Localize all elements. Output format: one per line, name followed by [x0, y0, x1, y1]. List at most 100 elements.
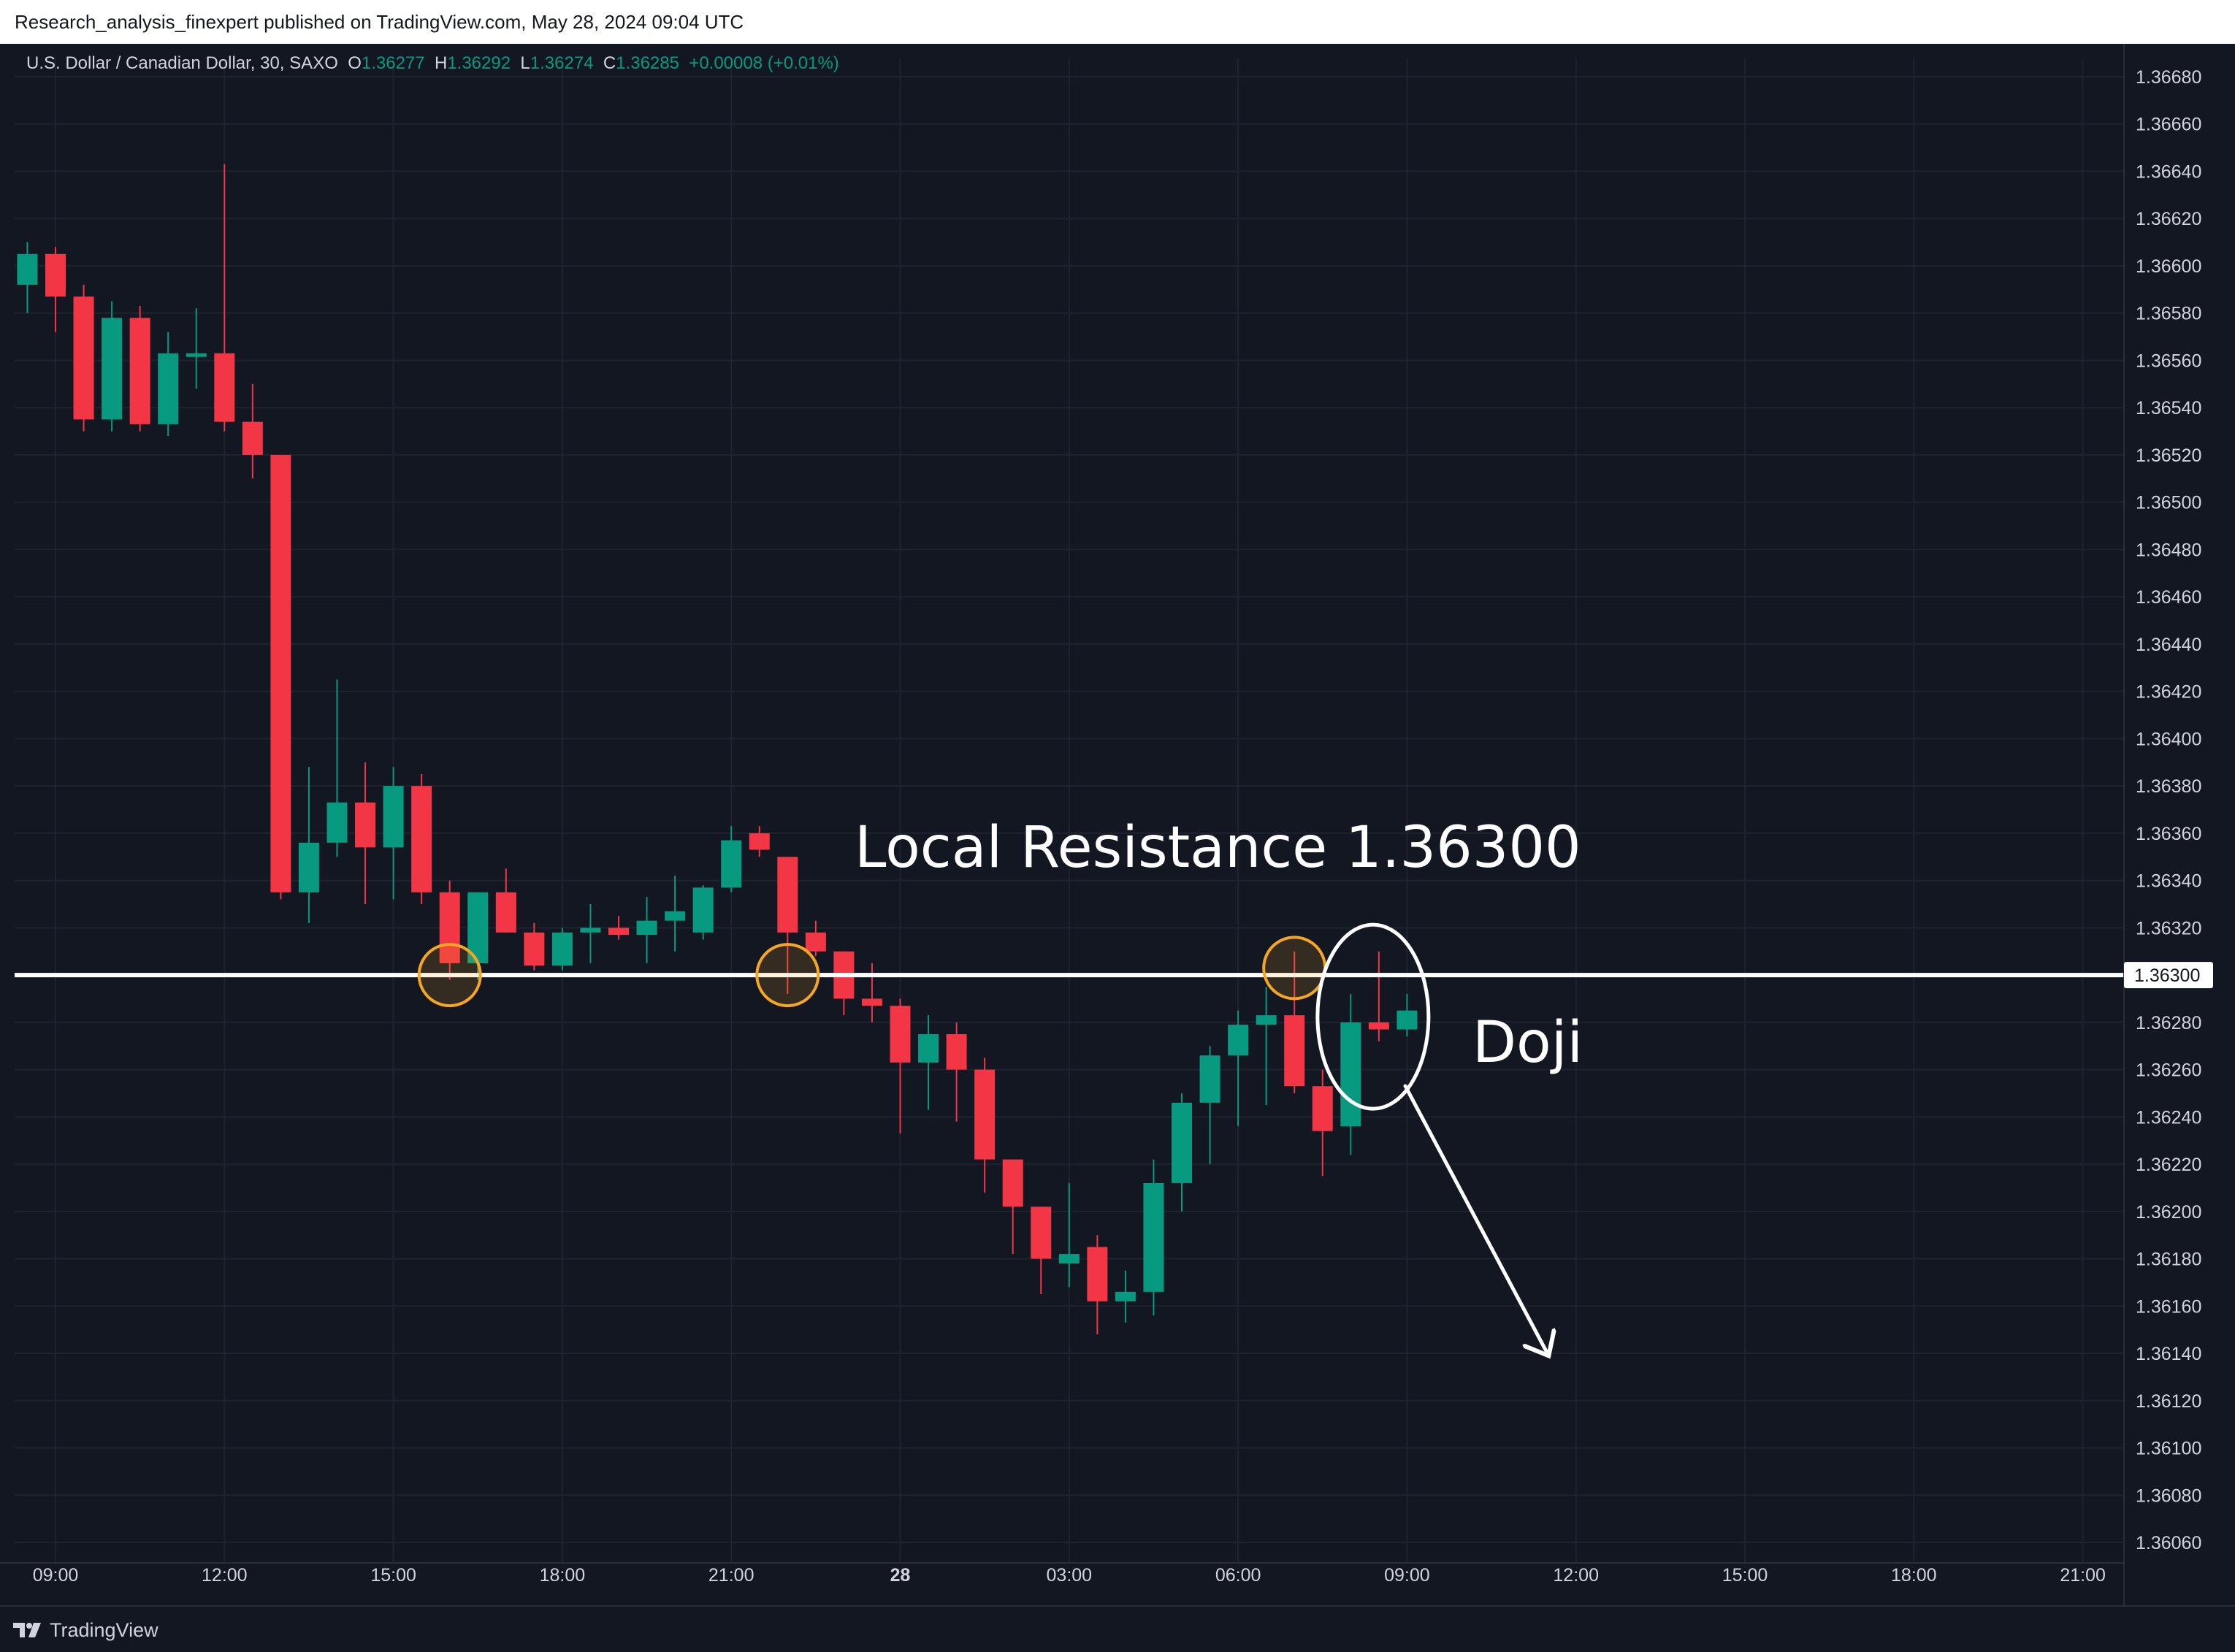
candle-down — [1002, 1159, 1023, 1255]
candle-up — [636, 897, 657, 963]
price-tick-label: 1.36660 — [2136, 115, 2201, 135]
price-tick-label: 1.36500 — [2136, 493, 2201, 513]
candle-body — [524, 932, 545, 966]
candle-up — [580, 903, 601, 963]
time-tick-label: 06:00 — [1215, 1565, 1261, 1586]
candle-body — [1228, 1025, 1249, 1056]
resistance-label: Local Resistance 1.36300 — [855, 815, 1581, 881]
legend-change: +0.00008 (+0.01%) — [689, 53, 839, 73]
candle-down — [1312, 1069, 1333, 1177]
time-tick-label: 12:00 — [1553, 1565, 1599, 1586]
touch-circle — [417, 943, 482, 1008]
price-tick-label: 1.36520 — [2136, 445, 2201, 466]
legend-symbol: U.S. Dollar / Canadian Dollar, 30, SAXO — [26, 53, 348, 73]
candle-body — [1368, 1022, 1389, 1030]
doji-label: Doji — [1472, 1010, 1583, 1076]
time-tick-label: 18:00 — [540, 1565, 586, 1586]
candle-body — [1312, 1086, 1333, 1131]
doji-ellipse — [1315, 922, 1431, 1111]
candle-body — [580, 928, 601, 933]
candle-body — [1199, 1055, 1220, 1103]
candle-up — [1058, 1182, 1080, 1288]
legend-l-label: L — [520, 53, 530, 73]
candle-body — [918, 1034, 939, 1063]
time-tick-label: 12:00 — [202, 1565, 248, 1586]
candle-body — [73, 297, 94, 420]
time-axis[interactable]: 09:00 12:00 15:00 18:00 21:00 28 03:00 06:00 09:… — [0, 1562, 2124, 1586]
candle-body — [355, 802, 376, 848]
price-tick-label: 1.36160 — [2136, 1296, 2201, 1317]
candle-body — [777, 857, 798, 933]
candle-body — [1284, 1015, 1305, 1087]
candle-down — [749, 826, 770, 857]
price-tick-label: 1.36220 — [2136, 1155, 2201, 1175]
candle-down — [270, 454, 291, 900]
price-tick-label: 1.36400 — [2136, 729, 2201, 749]
candles — [17, 164, 1418, 1335]
candle-body — [17, 253, 38, 285]
price-tick-label: 1.36540 — [2136, 398, 2201, 418]
candle-body — [749, 833, 770, 850]
candle-body — [721, 840, 742, 888]
price-tick-label: 1.36060 — [2136, 1533, 2201, 1553]
candle-body — [186, 353, 207, 357]
footer-bar: TradingView — [0, 1605, 2235, 1652]
price-tick-label: 1.36200 — [2136, 1202, 2201, 1223]
price-tick-label: 1.36240 — [2136, 1107, 2201, 1128]
price-tick-label: 1.36460 — [2136, 587, 2201, 608]
candle-up — [1115, 1270, 1136, 1323]
price-tick-label: 1.36280 — [2136, 1013, 2201, 1033]
candle-body — [1087, 1247, 1108, 1301]
candle-up — [918, 1015, 939, 1110]
legend-l-value: 1.36274 — [530, 53, 603, 73]
candle-down — [1368, 951, 1389, 1041]
price-tick-label: 1.36360 — [2136, 824, 2201, 844]
legend-h-label: H — [435, 53, 447, 73]
price-tick-label: 1.36420 — [2136, 682, 2201, 703]
candle-down — [974, 1058, 996, 1193]
tradingview-logo[interactable]: TradingView — [13, 1617, 158, 1643]
candle-up — [1256, 987, 1277, 1106]
candle-up — [17, 242, 38, 313]
tradingview-brand: TradingView — [50, 1618, 158, 1641]
candle-up — [158, 332, 179, 437]
candle-body — [1397, 1010, 1418, 1030]
publish-line: Research_analysis_finexpert published on… — [15, 11, 744, 33]
candle-down — [439, 880, 460, 980]
price-tick-label: 1.36080 — [2136, 1485, 2201, 1506]
down-arrow — [1403, 1084, 1547, 1353]
price-tick-label: 1.36600 — [2136, 256, 2201, 277]
resistance-price-tag: 1.36300 — [2134, 965, 2200, 986]
candle-body — [102, 318, 123, 420]
candle-down — [890, 998, 911, 1133]
candle-body — [1002, 1159, 1023, 1207]
price-axis[interactable]: 1.36680 1.36660 1.36640 1.36620 1.36600 1.365… — [2123, 44, 2213, 1605]
candle-down — [524, 922, 545, 971]
price-tick-label: 1.36580 — [2136, 304, 2201, 324]
candle-body — [1340, 1022, 1361, 1127]
candle-body — [692, 887, 714, 933]
candle-down — [355, 762, 376, 904]
candle-up — [1397, 993, 1418, 1037]
price-tick-label: 1.36260 — [2136, 1060, 2201, 1081]
candle-body — [495, 892, 516, 933]
price-tick-label: 1.36620 — [2136, 209, 2201, 229]
candle-down — [242, 383, 263, 479]
price-tick-label: 1.36100 — [2136, 1439, 2201, 1459]
tradingview-logo-icon — [13, 1623, 41, 1637]
candle-body — [242, 421, 263, 455]
legend-c-value: 1.36285 — [616, 53, 689, 73]
price-tick-label: 1.36320 — [2136, 918, 2201, 938]
price-tick-label: 1.36140 — [2136, 1344, 2201, 1364]
candle-body — [946, 1034, 967, 1070]
touch-circle — [755, 943, 820, 1008]
candle-up — [551, 928, 573, 971]
resistance-price-tag-bg — [2124, 962, 2213, 989]
candle-body — [411, 786, 432, 892]
candle-body — [861, 998, 882, 1006]
ohlc-legend-text: U.S. Dollar / Canadian Dollar, 30, SAXO … — [26, 53, 839, 73]
candle-up — [1340, 993, 1361, 1155]
candle-body — [214, 353, 235, 422]
candle-up — [326, 679, 348, 857]
